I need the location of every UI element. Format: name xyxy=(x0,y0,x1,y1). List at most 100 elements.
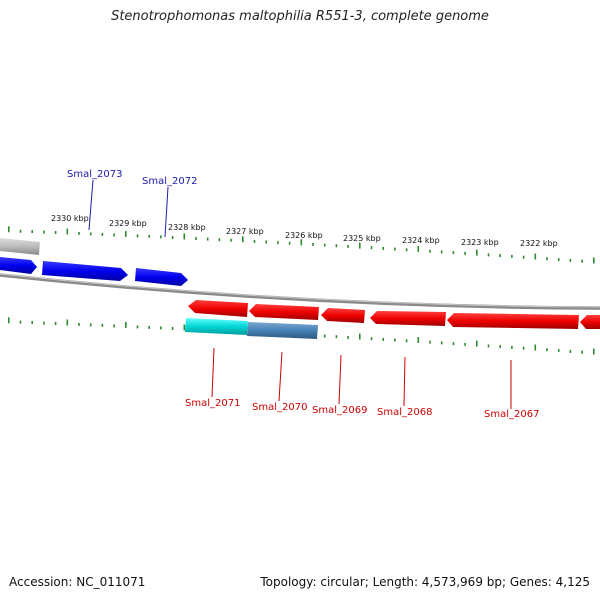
genome-backbone-highlight xyxy=(0,273,600,308)
major-tick xyxy=(300,239,303,246)
minor-tick xyxy=(499,254,501,258)
major-tick xyxy=(417,337,420,343)
minor-tick xyxy=(429,249,431,253)
feature-gray[interactable] xyxy=(0,238,40,255)
gene-label-smal-2069[interactable]: Smal_2069 xyxy=(312,405,367,416)
minor-tick xyxy=(277,241,279,245)
minor-tick xyxy=(253,239,256,243)
scale-ticks-outer xyxy=(8,226,595,264)
minor-tick xyxy=(43,321,45,325)
major-tick xyxy=(593,257,595,264)
major-tick xyxy=(476,340,478,347)
feature-cyan[interactable] xyxy=(185,318,248,335)
minor-tick xyxy=(487,253,490,257)
minor-tick xyxy=(160,326,162,330)
gene-label-smal-2072[interactable]: Smal_2072 xyxy=(142,176,197,187)
label-connector xyxy=(211,347,215,398)
minor-tick xyxy=(54,231,57,234)
genome-backbone xyxy=(0,273,600,310)
gene-label-smal-2070[interactable]: Smal_2070 xyxy=(252,402,307,413)
minor-tick xyxy=(487,344,490,348)
minor-tick xyxy=(19,229,22,233)
minor-tick xyxy=(370,337,373,341)
scale-label: 2325 kbp xyxy=(343,234,381,243)
gene-label-smal-2067[interactable]: Smal_2067 xyxy=(484,409,539,420)
major-tick xyxy=(534,253,537,260)
minor-tick xyxy=(101,232,104,236)
minor-tick xyxy=(511,254,513,258)
major-tick xyxy=(242,236,244,243)
minor-tick xyxy=(347,335,349,339)
gene-forward-partial[interactable] xyxy=(0,257,37,274)
minor-tick xyxy=(288,241,291,245)
label-connector xyxy=(338,354,342,405)
major-tick xyxy=(8,317,10,324)
minor-tick xyxy=(347,244,349,248)
scale-labels: 2330 kbp 2329 kbp 2328 kbp 2327 kbp 2326… xyxy=(51,214,558,248)
major-tick xyxy=(534,344,537,351)
minor-tick xyxy=(113,233,115,237)
gene-smal-2067[interactable] xyxy=(447,313,579,329)
minor-tick xyxy=(148,234,150,238)
minor-tick xyxy=(171,327,174,330)
minor-tick xyxy=(546,257,548,261)
gene-smal-2073[interactable] xyxy=(42,261,128,281)
minor-tick xyxy=(405,248,408,252)
gene-label-smal-2073[interactable]: Smal_2073 xyxy=(67,169,122,180)
scale-label: 2328 kbp xyxy=(168,223,206,232)
gene-smal-2071[interactable] xyxy=(188,300,248,317)
genome-summary: Topology: circular; Length: 4,573,969 bp… xyxy=(260,575,590,589)
minor-tick xyxy=(394,247,396,251)
minor-tick xyxy=(78,322,80,326)
minor-tick xyxy=(136,325,139,329)
gene-label-smal-2068[interactable]: Smal_2068 xyxy=(377,407,432,418)
major-tick xyxy=(125,321,127,328)
minor-tick xyxy=(382,337,384,341)
minor-tick xyxy=(546,348,548,352)
minor-tick xyxy=(440,250,443,254)
major-tick xyxy=(66,319,69,326)
minor-tick xyxy=(452,251,455,255)
scale-label: 2330 kbp xyxy=(51,214,89,223)
major-tick xyxy=(593,348,595,355)
minor-tick xyxy=(136,234,139,238)
minor-tick xyxy=(522,255,525,259)
scale-label: 2326 kbp xyxy=(285,231,323,240)
minor-tick xyxy=(452,342,455,346)
gene-smal-2069[interactable] xyxy=(321,308,365,323)
gene-label-smal-2071[interactable]: Smal_2071 xyxy=(185,398,240,409)
minor-tick xyxy=(323,243,326,247)
minor-tick xyxy=(370,246,373,250)
minor-tick xyxy=(265,240,267,244)
minor-tick xyxy=(394,338,396,342)
minor-tick xyxy=(557,349,560,353)
minor-tick xyxy=(464,251,466,255)
gene-smal-2068[interactable] xyxy=(370,311,446,326)
minor-tick xyxy=(569,349,572,353)
scale-label: 2323 kbp xyxy=(461,238,499,247)
minor-tick xyxy=(323,334,326,338)
minor-tick xyxy=(206,237,209,241)
minor-tick xyxy=(89,323,92,327)
scale-label: 2329 kbp xyxy=(109,219,147,228)
gene-smal-2070[interactable] xyxy=(249,304,319,320)
label-connector xyxy=(164,186,169,238)
gene-smal-2072[interactable] xyxy=(135,268,188,286)
minor-tick xyxy=(581,350,583,354)
minor-tick xyxy=(230,238,232,242)
major-tick xyxy=(359,333,361,340)
minor-tick xyxy=(581,259,583,263)
feature-steelblue[interactable] xyxy=(247,322,318,339)
minor-tick xyxy=(405,339,408,343)
minor-tick xyxy=(335,244,338,248)
minor-tick xyxy=(101,323,104,327)
minor-tick xyxy=(557,258,560,262)
minor-tick xyxy=(511,345,513,349)
accession-label: Accession: NC_011071 xyxy=(9,575,146,589)
minor-tick xyxy=(499,345,501,349)
minor-tick xyxy=(171,236,174,239)
minor-tick xyxy=(78,231,80,235)
gene-reverse-partial[interactable] xyxy=(580,315,600,329)
minor-tick xyxy=(195,237,197,240)
